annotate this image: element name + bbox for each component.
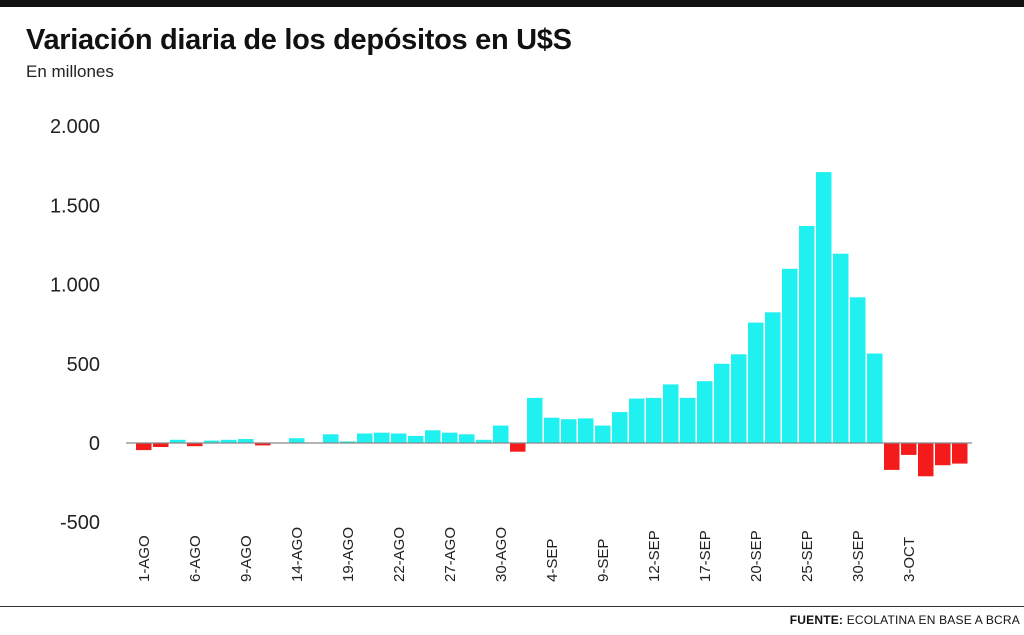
x-tick-label: 9-AGO <box>238 535 255 582</box>
bar <box>782 268 798 443</box>
bar <box>561 419 577 443</box>
bar <box>238 439 254 443</box>
bar <box>408 435 424 443</box>
bar <box>884 443 900 470</box>
bar <box>442 432 458 443</box>
x-tick-label: 3-OCT <box>901 537 918 582</box>
bar <box>578 418 594 443</box>
x-tick-label: 17-SEP <box>697 530 714 582</box>
bar <box>510 443 526 452</box>
bar-chart: 2.000 1.500 1.000 500 0 -500 1-AGO 6-AGO 9-AGO 14… <box>50 116 972 582</box>
bar <box>714 363 730 443</box>
bar <box>697 381 713 443</box>
bar <box>221 439 237 443</box>
x-tick-label: 30-SEP <box>850 530 867 582</box>
bar <box>323 434 339 443</box>
y-tick-label: 1.500 <box>50 195 100 217</box>
source-text: ECOLATINA EN BASE A BCRA <box>846 613 1020 627</box>
bar <box>850 297 866 443</box>
bar <box>663 384 679 443</box>
y-tick-label: 500 <box>67 354 100 376</box>
bar <box>187 443 203 447</box>
bar <box>544 417 560 443</box>
bar <box>204 440 220 443</box>
bar <box>391 433 407 443</box>
x-tick-label: 30-AGO <box>493 527 510 582</box>
x-tick-label: 19-AGO <box>340 527 357 582</box>
y-tick-label: 0 <box>89 433 100 455</box>
bar <box>833 253 849 443</box>
bar <box>952 443 968 464</box>
bar <box>629 398 645 443</box>
bar <box>935 443 951 466</box>
x-tick-label: 1-AGO <box>136 535 153 582</box>
bar <box>170 439 186 443</box>
bar <box>357 433 373 443</box>
bar <box>918 443 934 477</box>
source-note: FUENTE: ECOLATINA EN BASE A BCRA <box>790 613 1020 627</box>
chart-title: Variación diaria de los depósitos en U$S <box>26 24 572 56</box>
bar <box>748 322 764 443</box>
source-label: FUENTE: <box>789 613 844 627</box>
x-tick-label: 6-AGO <box>187 535 204 582</box>
y-tick-label: 1.000 <box>50 275 100 297</box>
x-tick-label: 4-SEP <box>544 539 561 582</box>
bar <box>459 434 475 443</box>
bar <box>731 354 747 443</box>
bar <box>799 226 815 443</box>
bottom-rule <box>0 606 1024 607</box>
chart-subtitle: En millones <box>26 62 114 81</box>
y-tick-label: 2.000 <box>50 116 100 138</box>
bar <box>136 443 152 451</box>
bar <box>255 443 271 446</box>
bar <box>493 425 509 443</box>
x-tick-label: 14-AGO <box>289 527 306 582</box>
bar <box>867 353 883 443</box>
bar <box>340 441 356 443</box>
bar <box>901 443 917 455</box>
bar <box>646 397 662 443</box>
bar <box>289 438 305 443</box>
x-tick-label: 27-AGO <box>442 527 459 582</box>
bar <box>612 412 628 443</box>
x-tick-label: 20-SEP <box>748 530 765 582</box>
bar <box>153 443 169 447</box>
bar <box>476 439 492 443</box>
bar <box>595 425 611 443</box>
bar <box>527 397 543 443</box>
bar <box>816 172 832 443</box>
top-rule <box>0 0 1024 7</box>
bar <box>425 430 441 443</box>
y-tick-label: -500 <box>60 512 100 534</box>
x-tick-label: 12-SEP <box>646 530 663 582</box>
bar <box>680 397 696 443</box>
x-tick-label: 25-SEP <box>799 530 816 582</box>
bar <box>765 312 781 443</box>
bar <box>374 432 390 443</box>
x-tick-label: 22-AGO <box>391 527 408 582</box>
x-tick-label: 9-SEP <box>595 539 612 582</box>
